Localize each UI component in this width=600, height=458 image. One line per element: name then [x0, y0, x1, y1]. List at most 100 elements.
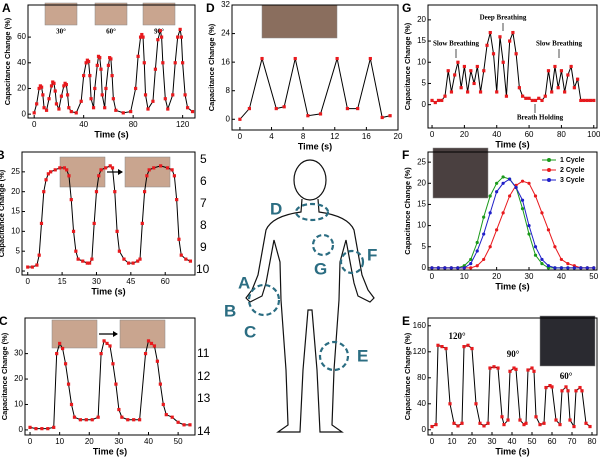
panel-letter: C [0, 314, 8, 328]
x-tick-label: 40 [557, 272, 566, 281]
data-point [546, 69, 551, 73]
data-point [99, 67, 103, 71]
data-point [89, 97, 93, 101]
data-point [588, 424, 592, 429]
data-point [161, 61, 165, 65]
data-point [508, 369, 512, 373]
data-point [32, 111, 36, 115]
data-point [534, 415, 538, 419]
data-point [171, 93, 175, 97]
data-point [69, 109, 73, 114]
x-tick-label: 50 [589, 272, 598, 281]
data-point [553, 245, 557, 249]
data-point [247, 106, 251, 111]
data-point [53, 89, 57, 93]
data-point [117, 249, 121, 253]
data-point [136, 54, 140, 58]
data-point [160, 35, 164, 39]
data-point [99, 168, 103, 172]
data-point [109, 57, 113, 61]
data-point [85, 261, 89, 265]
data-point [110, 166, 115, 170]
data-point [488, 366, 492, 370]
annotation: 90° [507, 349, 520, 359]
data-point [575, 77, 580, 81]
data-point [74, 111, 78, 115]
data-point [533, 253, 538, 257]
data-point [44, 108, 49, 112]
data-point [49, 84, 54, 88]
data-point [96, 415, 100, 419]
data-point [514, 52, 518, 56]
data-point [114, 108, 118, 112]
data-point [453, 73, 457, 77]
y-tick-label: 0 [226, 114, 231, 123]
data-point [585, 98, 589, 103]
data-point [35, 102, 39, 106]
data-point [466, 90, 470, 94]
data-point [90, 418, 94, 422]
data-point [179, 35, 183, 39]
data-point [151, 99, 155, 103]
data-point [126, 418, 130, 422]
data-point [462, 345, 466, 349]
side-number: 11 [197, 346, 210, 360]
x-tick-label: 30 [114, 437, 123, 446]
data-point [108, 164, 112, 168]
data-point [103, 106, 107, 110]
data-point [572, 424, 576, 429]
photos [44, 2, 596, 367]
data-point [482, 424, 486, 428]
data-point [159, 164, 163, 168]
data-point [100, 93, 104, 97]
data-point [518, 418, 522, 422]
data-point [456, 60, 460, 64]
data-point [81, 259, 85, 263]
data-point [40, 427, 44, 431]
data-point [57, 107, 61, 111]
x-tick-label: 80 [588, 437, 597, 446]
data-point [474, 402, 478, 406]
data-point [538, 423, 542, 427]
data-point [501, 60, 505, 64]
x-tick-label: 0 [430, 272, 435, 281]
data-point [443, 266, 447, 270]
y-tick-label: 8 [226, 86, 231, 95]
data-point [585, 266, 589, 270]
data-point [65, 93, 70, 97]
data-point [94, 190, 99, 194]
data-point [63, 362, 68, 366]
legend-label: 2 Cycle [560, 167, 585, 174]
data-point [165, 166, 170, 170]
data-point [161, 402, 165, 407]
site-label: A [238, 273, 250, 292]
data-point [91, 106, 96, 110]
data-point [152, 166, 156, 170]
angle-label: 30° [56, 28, 66, 36]
data-point [282, 105, 286, 109]
data-point [584, 421, 588, 425]
y-axis-title: Capacitance Change (%) [3, 17, 12, 105]
data-point [138, 418, 142, 422]
data-point [188, 259, 193, 263]
site-label: G [314, 259, 327, 278]
data-point [556, 86, 560, 90]
data-point [175, 198, 179, 202]
data-point [182, 423, 186, 427]
x-tick-label: 0 [430, 437, 435, 446]
data-point [120, 415, 124, 419]
data-point [532, 369, 536, 373]
data-point [87, 59, 91, 64]
x-tick-label: 0 [238, 132, 243, 141]
side-number: 5 [200, 152, 207, 166]
data-point [106, 63, 111, 67]
side-number: 12 [197, 369, 211, 383]
y-tick-label: 20 [417, 15, 426, 24]
data-point [183, 93, 187, 97]
data-point [110, 74, 114, 78]
data-point [580, 389, 584, 393]
data-point [514, 185, 518, 190]
data-point [306, 114, 310, 118]
data-point [117, 407, 121, 412]
y-tick-label: 0 [422, 263, 427, 272]
